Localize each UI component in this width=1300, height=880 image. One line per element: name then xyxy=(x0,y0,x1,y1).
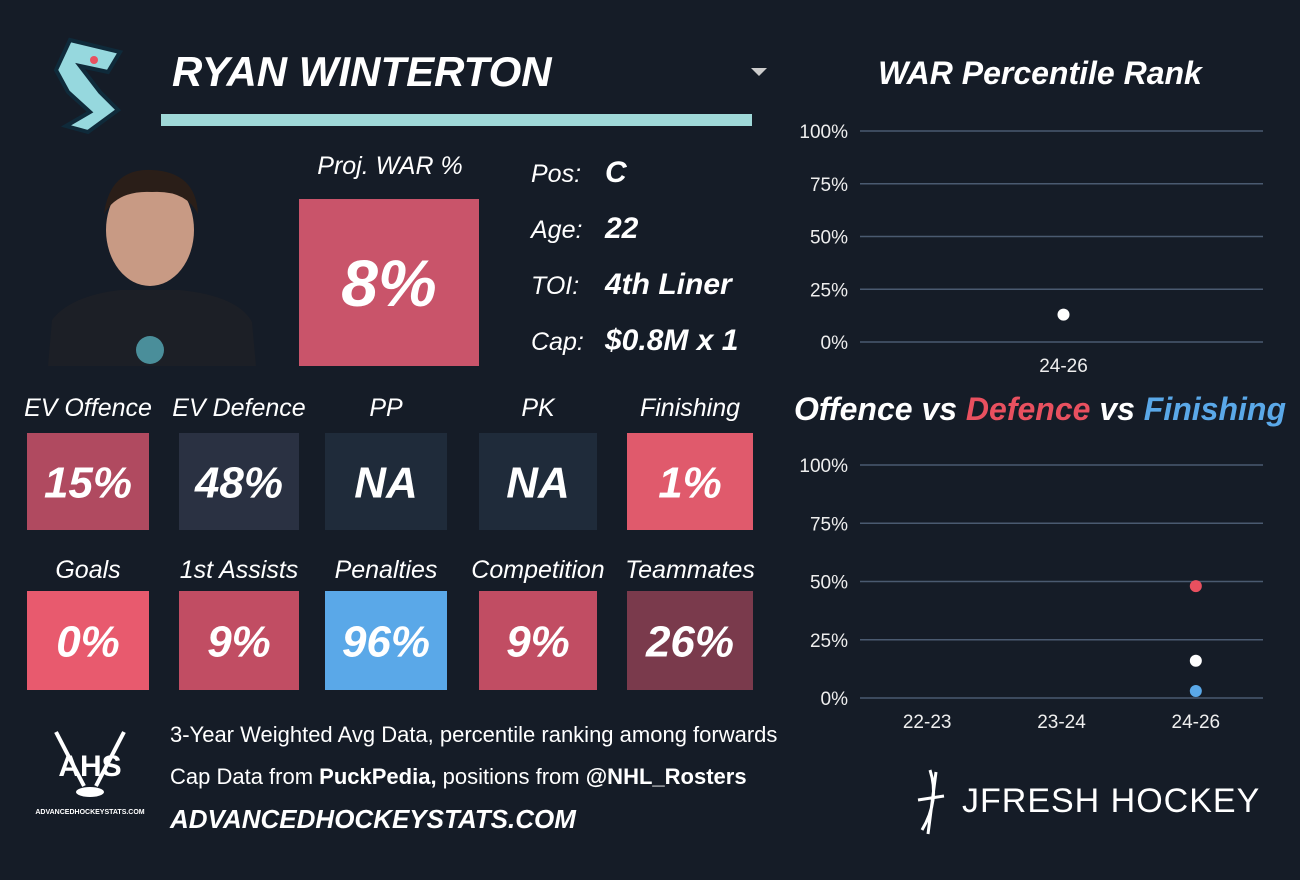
stat-tiles: EV Offence 15% EV Defence 48% PP NA PK NA Finish… xyxy=(24,394,755,690)
player-info: Pos: C Age: 22 TOI: 4th Liner Cap: $0.8M x 1 xyxy=(529,156,738,357)
title-separator: vs xyxy=(921,391,957,427)
player-name: RYAN WINTERTON xyxy=(172,48,553,95)
y-tick-label: 100% xyxy=(799,122,848,143)
point xyxy=(1057,308,1070,321)
info-value: 4th Liner xyxy=(604,268,734,301)
y-tick-label: 50% xyxy=(810,573,848,594)
tile xyxy=(179,591,299,690)
tile xyxy=(479,591,597,690)
chart: 0% 25% 50% 75% 100% 24-26 xyxy=(799,122,1263,377)
dropdown-arrow[interactable] xyxy=(751,68,767,76)
brand: JFRESH HOCKEY xyxy=(962,782,1260,820)
y-tick-label: 25% xyxy=(810,280,848,301)
y-tick-label: 25% xyxy=(810,631,848,652)
tile-label: Penalties xyxy=(335,556,438,584)
credit-text: Cap Data from xyxy=(170,764,319,789)
info-value: 22 xyxy=(604,212,639,245)
x-tick-label: 22-23 xyxy=(903,712,952,733)
ahs-logo-site: ADVANCEDHOCKEYSTATS.COM xyxy=(35,809,144,816)
tile-value: 1% xyxy=(658,459,722,508)
tile-label: Goals xyxy=(55,556,120,584)
y-tick-label: 0% xyxy=(821,333,849,354)
info-label: Cap: xyxy=(531,328,584,356)
point xyxy=(1189,580,1202,593)
player-photo xyxy=(48,169,256,366)
y-tick-label: 0% xyxy=(821,689,849,710)
tile xyxy=(479,433,597,530)
legend-entry: Defence xyxy=(966,391,1091,427)
title-separator: vs xyxy=(1099,391,1135,427)
x-tick-label: 23-24 xyxy=(1037,712,1086,733)
tile-label: Competition xyxy=(471,556,604,584)
point xyxy=(1189,685,1202,698)
tile xyxy=(27,591,149,690)
tile xyxy=(627,433,753,530)
tile xyxy=(179,433,299,530)
header-bar xyxy=(161,114,752,126)
footer-credits: Cap Data from PuckPedia, positions from … xyxy=(170,764,747,789)
y-tick-label: 75% xyxy=(810,175,848,196)
credit-source: PuckPedia, xyxy=(319,764,436,789)
chart-title: WAR Percentile Rank xyxy=(878,55,1204,91)
tile xyxy=(325,433,447,530)
tile xyxy=(325,591,447,690)
tile-value: 96% xyxy=(342,618,430,667)
x-tick-label: 24-26 xyxy=(1172,712,1221,733)
info-value: $0.8M x 1 xyxy=(604,324,738,357)
ahs-logo-text: AHS xyxy=(58,750,121,783)
tile xyxy=(627,591,753,690)
info-label: Age: xyxy=(529,216,582,244)
footer-site: ADVANCEDHOCKEYSTATS.COM xyxy=(169,804,577,834)
jfresh-logo xyxy=(917,769,945,835)
info-label: Pos: xyxy=(531,160,581,188)
projection-value: 8% xyxy=(341,246,436,320)
tile-value: 48% xyxy=(194,459,283,508)
tile-value: 9% xyxy=(506,618,570,667)
tile-value: 0% xyxy=(56,618,120,667)
x-tick-label: 24-26 xyxy=(1039,356,1088,377)
info-label: TOI: xyxy=(531,272,579,300)
tile-label: Teammates xyxy=(625,556,755,584)
projection-label: Proj. WAR % xyxy=(317,152,462,180)
ahs-logo: AHS ADVANCEDHOCKEYSTATS.COM xyxy=(35,731,145,816)
tile-value: NA xyxy=(354,459,418,508)
credit-source: @NHL_Rosters xyxy=(586,764,747,789)
chart: 0% 25% 50% 75% 100% 22-23 23-24 24-26 xyxy=(799,456,1263,733)
tile-label: Finishing xyxy=(640,394,740,422)
tile-value: NA xyxy=(506,459,570,508)
info-value: C xyxy=(605,156,628,189)
y-tick-label: 50% xyxy=(810,228,848,249)
chart-title: Offence vs Defence vs Finishing xyxy=(794,391,1286,427)
legend-entry: Finishing xyxy=(1144,391,1286,427)
footer-note: 3-Year Weighted Avg Data, percentile ran… xyxy=(170,722,777,747)
tile-value: 26% xyxy=(645,618,734,667)
tile-label: EV Defence xyxy=(172,394,305,422)
tile-value: 15% xyxy=(44,459,132,508)
tile-label: 1st Assists xyxy=(180,556,299,584)
credit-text: positions from xyxy=(437,764,586,789)
y-tick-label: 75% xyxy=(810,514,848,535)
legend-entry: Offence xyxy=(794,391,913,427)
tile-label: PP xyxy=(369,394,403,422)
projection-box xyxy=(299,199,479,366)
y-tick-label: 100% xyxy=(799,456,848,477)
tile xyxy=(27,433,149,530)
team-logo xyxy=(53,37,124,135)
tile-label: EV Offence xyxy=(24,394,152,422)
tile-label: PK xyxy=(521,394,556,422)
tile-value: 9% xyxy=(207,618,271,667)
point xyxy=(1189,654,1202,667)
